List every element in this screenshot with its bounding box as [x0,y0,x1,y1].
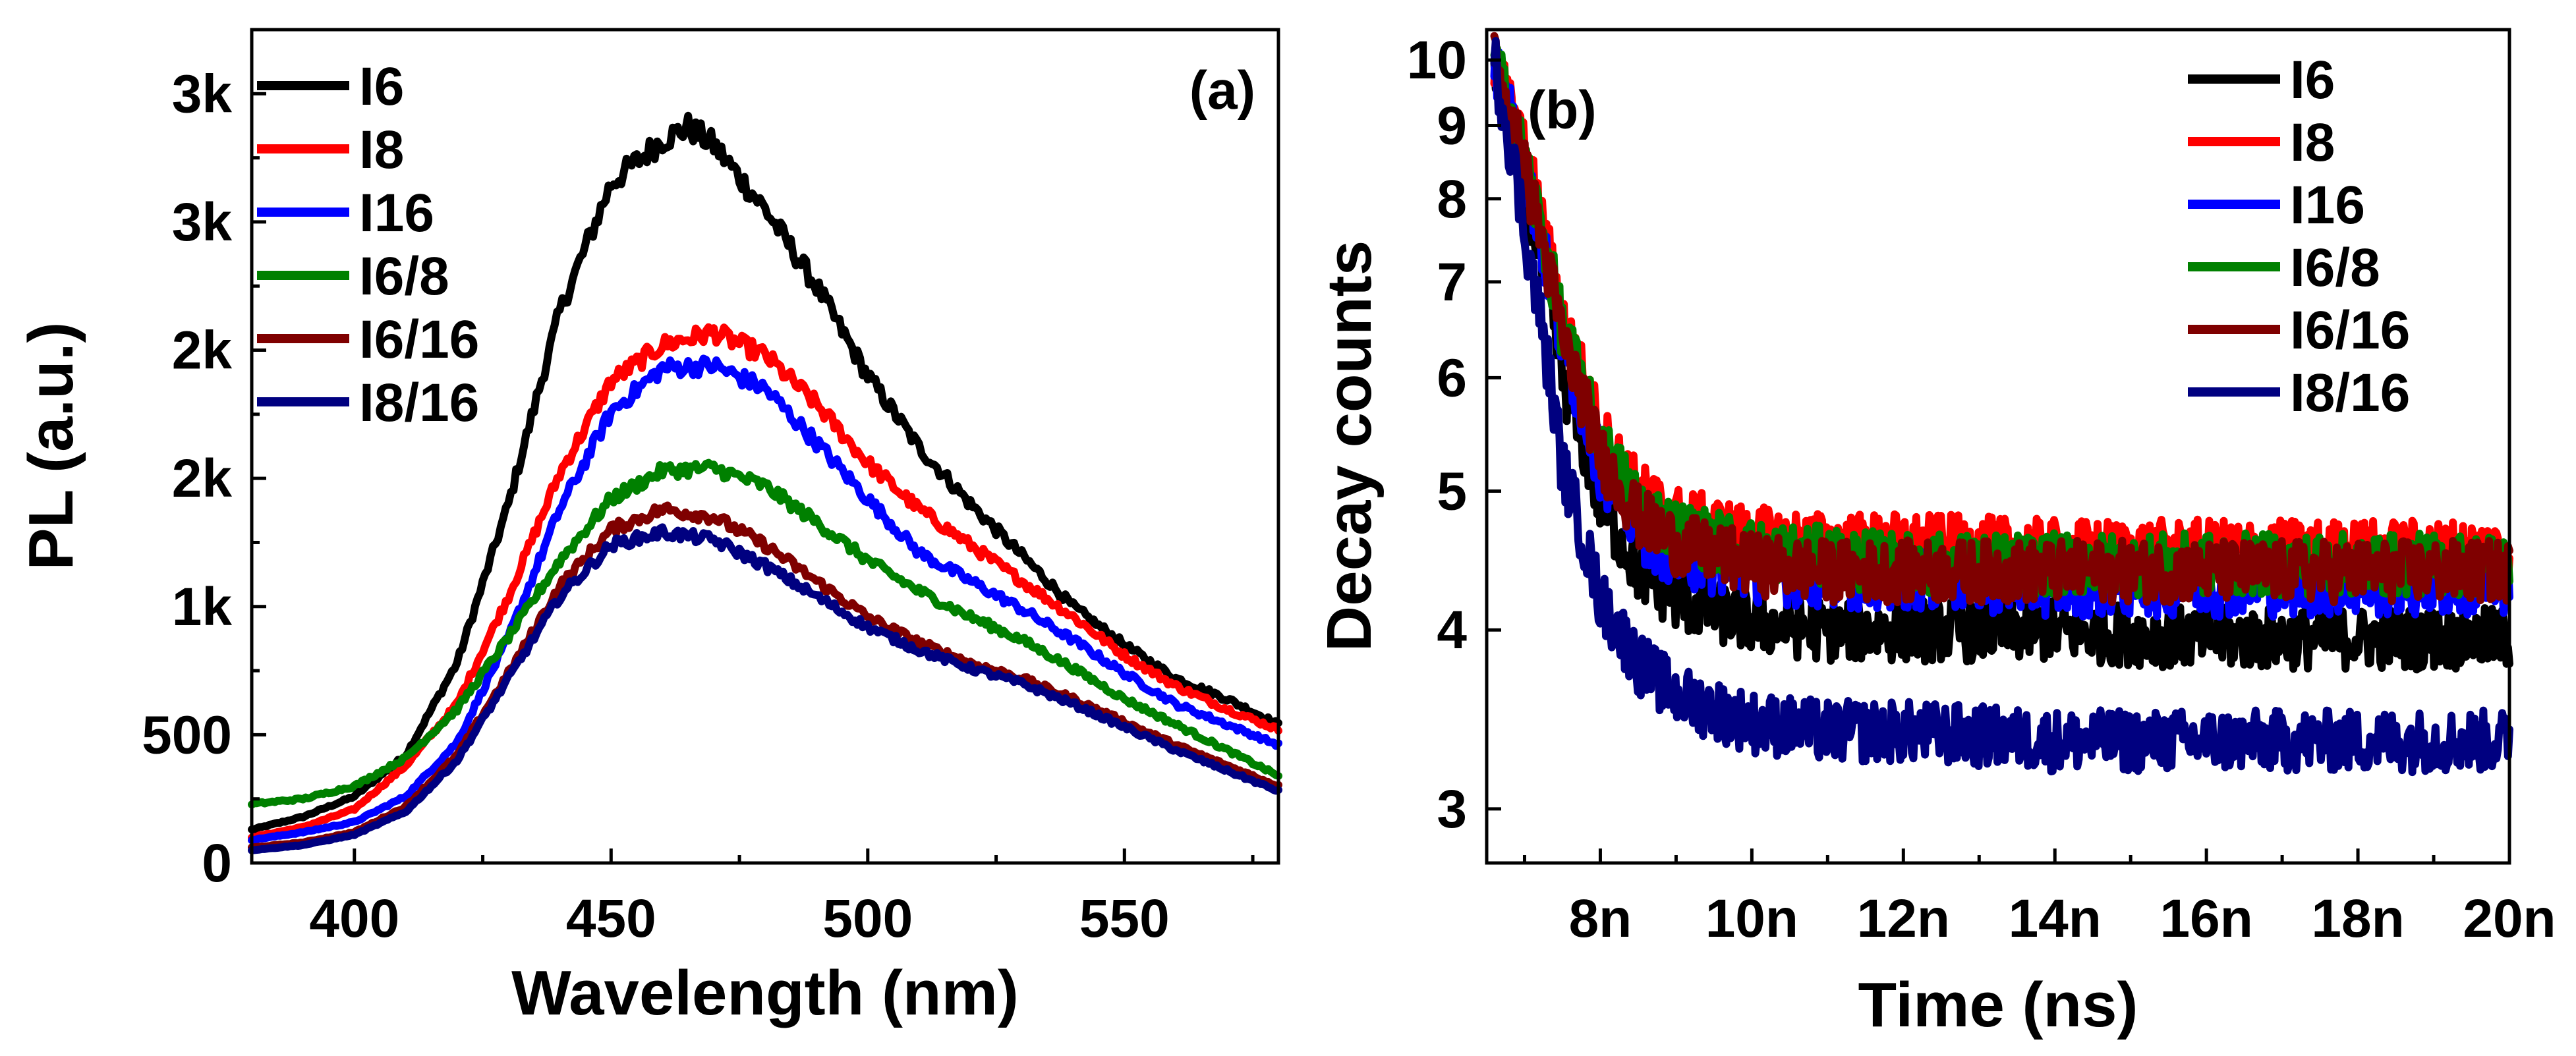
panel-a-x-tick-label: 400 [309,889,399,949]
panel-a-y-axis-title: PL (a.u.) [16,322,86,570]
panel-b-y-tick-label: 8 [1437,169,1467,229]
panel-b-y-tick-label: 5 [1437,462,1467,522]
panel-b-legend-label-i6: I6 [2290,50,2335,110]
panel-a-series-i16-line [248,354,1282,845]
panel-b-frame [1485,28,2511,865]
panel-b-legend-label-i8: I8 [2290,113,2335,173]
panel-a-y-tick-label: 2k [172,321,233,381]
panel-a-series-i8-16-line [248,523,1282,854]
panel-b-y-tick-label: 9 [1437,96,1467,156]
panel-b-series-group [1490,32,2513,777]
panel-a-y-tick-label: 2k [172,449,233,509]
panel-a-x-tick-label: 450 [566,889,656,949]
panel-a-legend-label-i6-16: I6/16 [359,310,479,370]
panel-a-ticks: 400 450 500 550 0 500 1k 2k 2k 3k 3k [142,64,1255,949]
panel-a-x-tick-label: 500 [822,889,913,949]
panel-b-legend-label-i6-16: I6/16 [2290,300,2410,360]
panel-b-x-tick-label: 8n [1569,889,1632,949]
panel-b-y-tick-label: 10 [1407,30,1467,90]
panel-a-x-tick-label: 550 [1079,889,1170,949]
panel-a-series-i6-8-line [248,459,1282,809]
panel-a-label: (a) [1189,61,1255,121]
panel-b-legend-label-i6-8: I6/8 [2290,238,2380,298]
panel-a-y-tick-label: 1k [172,577,233,637]
panel-b-series-i6-line [1490,51,2513,674]
panel-a-legend-label-i16: I16 [359,183,434,243]
panel-b-x-tick-label: 20n [2463,889,2556,949]
panel-b-series-i6-16-line [1490,32,2513,607]
panel-b-label: (b) [1528,80,1597,140]
panel-a-y-tick-label: 0 [202,833,232,893]
panel-b-y-axis-title: Decay counts [1314,240,1385,652]
panel-b-x-tick-label: 16n [2160,889,2252,949]
panel-b-y-tick-label: 4 [1437,600,1467,660]
panel-a-series-i6-line [248,111,1282,834]
panel-b-x-tick-label: 14n [2009,889,2102,949]
panel-b-x-tick-label: 12n [1857,889,1950,949]
panel-b-legend-label-i16: I16 [2290,175,2365,235]
panel-b-x-tick-label: 18n [2311,889,2404,949]
panel-b-ticks: 8n 10n 12n 14n 16n 18n 20n 3 4 5 6 7 8 910 [1407,30,2556,949]
panel-b-x-tick-label: 10n [1705,889,1798,949]
panel-a-frame [250,28,1280,865]
panel-b-legend-label-i8-16: I8/16 [2290,363,2410,423]
panel-b-series-i8-16-line [1490,37,2513,777]
panel-b-y-tick-label: 3 [1437,779,1467,839]
panel-a-legend-label-i6-8: I6/8 [359,246,449,306]
panel-a-legend-label-i6: I6 [359,57,404,117]
panel-a-legend-label-i8-16: I8/16 [359,373,479,433]
panel-a-series-group [248,111,1282,854]
panel-a-y-tick-label: 500 [142,705,232,765]
panel-a-x-axis-title: Wavelength (nm) [511,958,1019,1028]
panel-a-y-tick-label: 3k [172,192,233,252]
panel-b-x-axis-title: Time (ns) [1858,970,2138,1040]
panel-b-y-tick-label: 6 [1437,348,1467,408]
panel-a-legend-label-i8: I8 [359,120,404,180]
panel-a-pl-spectra: 400 450 500 550 0 500 1k 2k 2k 3k 3k I6I8I16I6/8I6… [16,28,1282,1028]
panel-a-y-tick-label: 3k [172,64,233,124]
panel-b-y-tick-label: 7 [1437,252,1467,312]
